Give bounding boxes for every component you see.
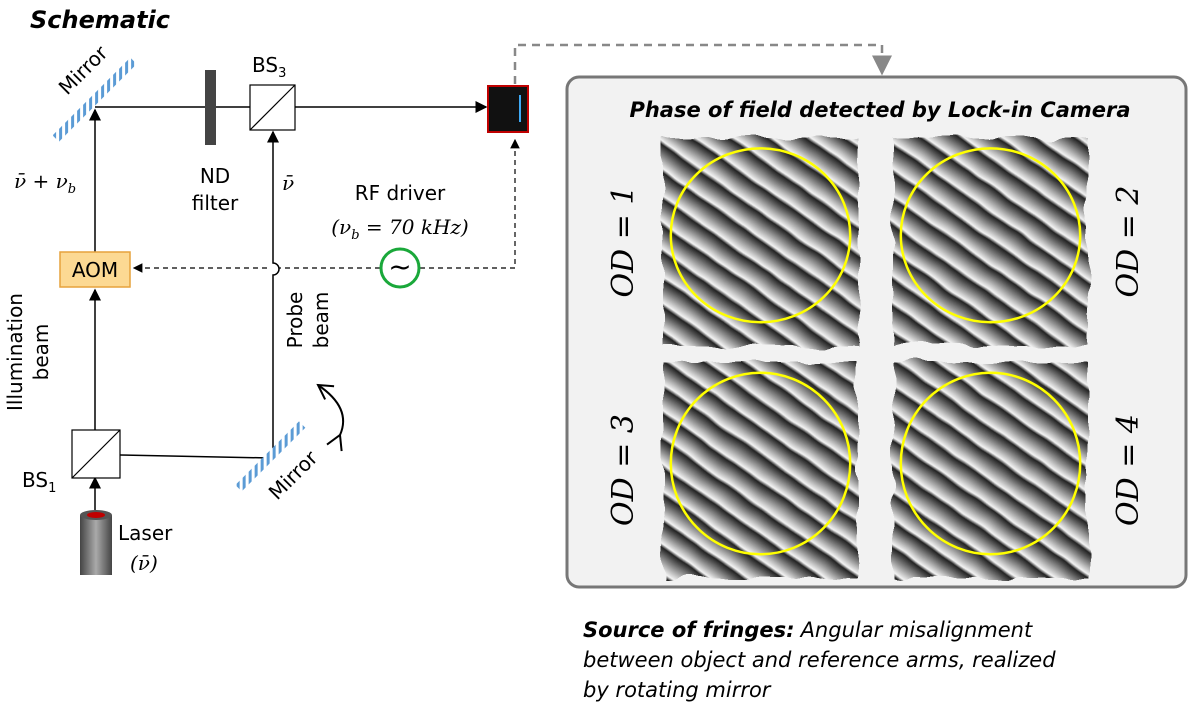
od-label: OD = 3: [606, 414, 641, 526]
rf-freq-post: = 70 kHz): [360, 215, 469, 239]
bs3-text: BS: [252, 53, 278, 77]
bs3-sub: 3: [278, 66, 286, 81]
bs3-label: BS3: [252, 53, 286, 81]
illumination-beam-1: Illumination: [3, 293, 27, 411]
rotation-arrow: [318, 385, 343, 435]
rf-freq-sub: b: [351, 228, 359, 243]
diagram: Schematic ~ AOM Mirror BS3 ND filter ν̄ …: [0, 0, 1193, 710]
freq-sub: b: [68, 182, 76, 197]
fringe-image: [893, 138, 1088, 345]
panel-title: Phase of field detected by Lock-in Camer…: [629, 98, 1130, 122]
probe-beam-1: Probe: [283, 292, 307, 349]
nd-label-2: filter: [192, 191, 239, 215]
fringe-image: [663, 362, 858, 578]
probe-beam-2: beam: [309, 292, 333, 349]
note-line-3: by rotating mirror: [583, 678, 772, 702]
nd-filter-shape: [205, 70, 216, 145]
od-label: OD = 1: [606, 186, 641, 298]
illumination-beam-2: beam: [29, 324, 53, 381]
note-line-1: Source of fringes:Angular misalignment: [583, 618, 1033, 642]
bs1-text: BS: [22, 468, 48, 492]
rf-symbol: ~: [388, 250, 411, 283]
laser-body: [80, 515, 112, 575]
probe-frequency: ν̄: [282, 171, 294, 195]
fringe-image: [663, 138, 858, 345]
fringe-image: [893, 362, 1088, 578]
aom-label: AOM: [72, 258, 118, 282]
laser-aperture: [87, 512, 105, 518]
panel: [567, 77, 1186, 587]
bs1-label: BS1: [22, 468, 56, 496]
laser-label: Laser: [118, 521, 173, 545]
rf-driver-label: RF driver: [355, 181, 446, 205]
illumination-frequency: ν̄ + νb: [14, 169, 76, 197]
rf-freq-pre: (ν: [331, 215, 351, 239]
od-label: OD = 4: [1111, 414, 1146, 526]
laser-frequency: (ν̄): [130, 551, 158, 575]
od-label: OD = 2: [1111, 186, 1146, 298]
note-line-2: between object and reference arms, reali…: [583, 648, 1056, 672]
freq-text: ν̄ + ν: [14, 169, 68, 193]
camera: [488, 86, 528, 132]
note-heading: Source of fringes:: [583, 618, 795, 642]
page: Schematic {"title": "Schematic", "schema…: [0, 0, 1193, 710]
nd-label-1: ND: [200, 164, 230, 188]
body: Schematic ~ AOM Mirror BS3 ND filter ν̄ …: [0, 0, 1193, 710]
bs1-sub: 1: [48, 481, 56, 496]
note-text-1: Angular misalignment: [799, 618, 1033, 642]
rf-frequency: (νb = 70 kHz): [331, 215, 468, 243]
title: Schematic: [30, 6, 170, 34]
